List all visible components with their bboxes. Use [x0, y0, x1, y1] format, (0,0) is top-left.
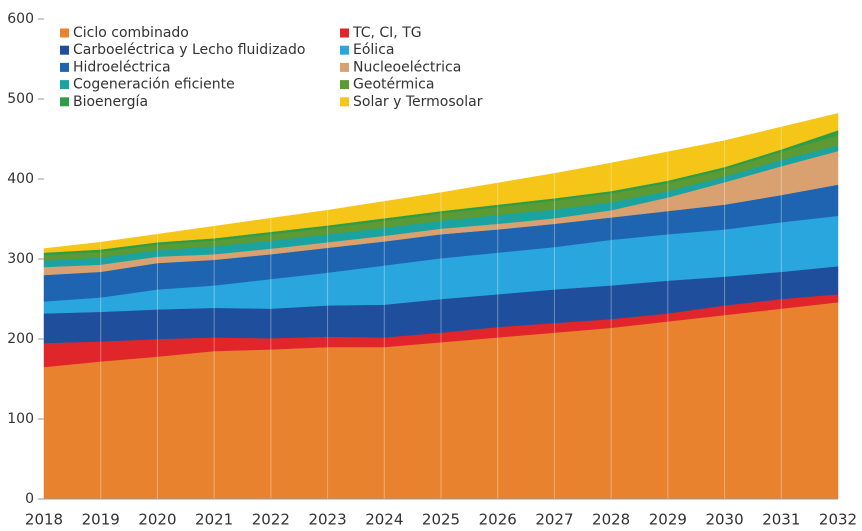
legend-label: Eólica [353, 42, 394, 58]
x-tick-label: 2022 [252, 511, 290, 529]
legend-swatch [60, 80, 69, 90]
x-tick-label: 2018 [25, 511, 63, 529]
x-tick-label: 2031 [762, 511, 800, 529]
legend-swatch [60, 62, 69, 72]
legend-swatch [340, 80, 349, 90]
x-tick-label: 2019 [82, 511, 120, 529]
legend-label: Geotérmica [353, 77, 434, 93]
y-tick-label: 500 [7, 91, 34, 107]
legend-swatch [60, 28, 69, 38]
legend-label: TC, CI, TG [352, 25, 422, 41]
x-tick-label: 2029 [649, 511, 687, 529]
legend-label: Nucleoeléctrica [353, 59, 461, 75]
x-tick-label: 2024 [365, 511, 403, 529]
x-tick-label: 2023 [308, 511, 346, 529]
legend-swatch [340, 62, 349, 72]
x-tick-label: 2026 [479, 511, 517, 529]
area [43, 113, 839, 253]
legend-label: Carboeléctrica y Lecho fluidizado [73, 42, 305, 58]
legend-swatch [340, 28, 349, 38]
legend-label: Cogeneración eficiente [73, 77, 235, 93]
x-tick-label: 2025 [422, 511, 460, 529]
y-tick-label: 200 [7, 331, 34, 347]
legend-label: Hidroeléctrica [73, 59, 171, 75]
legend-swatch [60, 97, 69, 107]
legend-label: Bioenergía [73, 94, 148, 110]
y-tick-label: 400 [7, 171, 34, 187]
x-tick-label: 2021 [195, 511, 233, 529]
legend-label: Ciclo combinado [73, 25, 189, 41]
y-tick-label: 0 [25, 491, 34, 507]
x-tick-label: 2020 [138, 511, 176, 529]
x-tick-label: 2032 [819, 511, 857, 529]
legend-label: Solar y Termosolar [353, 94, 483, 110]
y-tick-label: 600 [7, 11, 34, 27]
x-tick-label: 2028 [592, 511, 630, 529]
y-tick-label: 100 [7, 411, 34, 427]
legend-swatch [340, 97, 349, 107]
legend-swatch [60, 45, 69, 55]
x-tick-label: 2030 [705, 511, 743, 529]
x-tick-label: 2027 [535, 511, 573, 529]
y-tick-label: 300 [7, 251, 34, 267]
legend-swatch [340, 45, 349, 55]
